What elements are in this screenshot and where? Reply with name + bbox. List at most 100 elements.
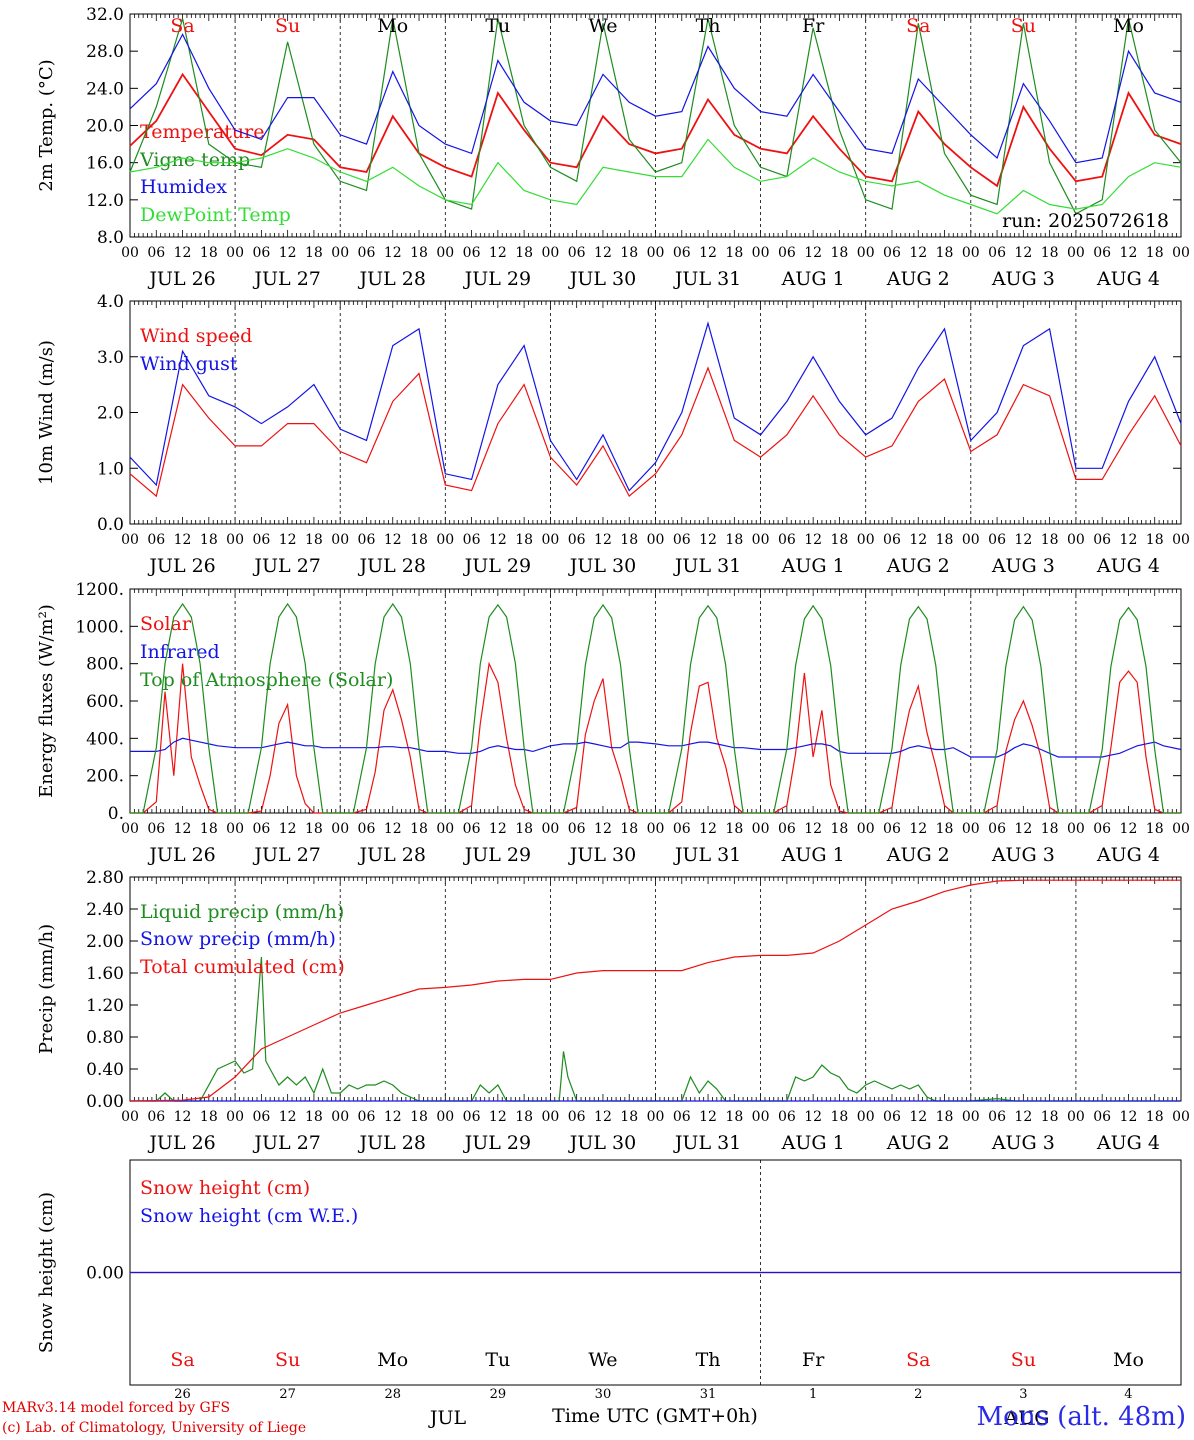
- y-tick-label: 2.80: [86, 868, 124, 888]
- x-hour-label: 06: [147, 1109, 165, 1125]
- x-hour-label: 18: [620, 532, 638, 548]
- x-day-label: JUL 29: [463, 844, 531, 866]
- x-hour-label: 18: [936, 245, 954, 261]
- x-hour-label: 00: [1067, 532, 1085, 548]
- series-dewpoint-temp: [129, 138, 1182, 215]
- x-day-label: AUG 4: [1096, 1132, 1160, 1154]
- run-annotation: run: 2025072618: [1002, 210, 1169, 232]
- panel-wind: 0.0 1.0 2.0 3.0 4.0 10m Wind (m/s) 00 06 12 18 JUL…: [36, 292, 1190, 577]
- x-hour-label: 12: [804, 245, 822, 261]
- x-day-label: JUL 29: [463, 1132, 531, 1154]
- hour-ticks: [129, 301, 1182, 524]
- panel-temperature: 8.0 12.0 16.0 20.0 24.0 28.0 32.0 2m Temp. (°C)…: [36, 5, 1190, 290]
- x-hour-label: 12: [489, 1109, 507, 1125]
- x-hour-label: 12: [174, 532, 192, 548]
- x-hour-label: 12: [804, 821, 822, 837]
- x-hour-label: 12: [1014, 821, 1032, 837]
- x-hour-label: 06: [568, 1109, 586, 1125]
- x-hour-label: 18: [410, 821, 428, 837]
- x-hour-label: 00: [1172, 532, 1190, 548]
- x-hour-label: 06: [988, 532, 1006, 548]
- legend-entry: Wind gust: [140, 353, 238, 375]
- x-hour-label: 12: [594, 1109, 612, 1125]
- day-number: 4: [1124, 1387, 1132, 1402]
- series-vigne-temp: [129, 18, 1182, 215]
- legend-entry: Total cumulated (cm): [140, 956, 345, 978]
- x-hour-label: 06: [673, 1109, 691, 1125]
- weekday-label: Sa: [170, 1349, 194, 1371]
- y-tick-label: 600.: [86, 692, 124, 712]
- x-hour-label: 18: [1146, 1109, 1164, 1125]
- x-day-label: JUL 26: [147, 268, 215, 290]
- plot-frame: [129, 300, 1182, 525]
- series-wind-gust: [129, 321, 1182, 492]
- x-hour-label: 18: [410, 245, 428, 261]
- x-hour-label: 06: [778, 245, 796, 261]
- day-number: 27: [279, 1387, 296, 1402]
- x-day-label: AUG 2: [886, 1132, 950, 1154]
- x-hour-label: 12: [174, 821, 192, 837]
- x-hour-label: 12: [594, 245, 612, 261]
- x-hour-label: 06: [883, 821, 901, 837]
- x-hour-label: 18: [936, 821, 954, 837]
- y-tick-label: 1000.: [75, 617, 124, 637]
- weekday-label: Tu: [485, 15, 510, 37]
- x-hour-label: 18: [936, 532, 954, 548]
- x-hour-label: 06: [252, 532, 270, 548]
- x-hour-label: 06: [673, 532, 691, 548]
- y-tick-label: 200.: [86, 767, 124, 787]
- day-number: 31: [700, 1387, 717, 1402]
- y-tick-label: 0.00: [86, 1264, 124, 1284]
- x-hour-label: 00: [226, 245, 244, 261]
- y-tick-label: 28.0: [86, 42, 124, 62]
- x-hour-label: 12: [699, 821, 717, 837]
- x-day-label: JUL 27: [252, 555, 320, 577]
- x-hour-label: 12: [1014, 245, 1032, 261]
- x-day-label: JUL 30: [568, 1132, 636, 1154]
- y-tick-label: 800.: [86, 655, 124, 675]
- station-name: Mons (alt. 48m): [976, 1402, 1186, 1432]
- x-hour-label: 06: [883, 245, 901, 261]
- y-tick-label: 2.00: [86, 932, 124, 952]
- legend-entry: Snow height (cm): [140, 1177, 310, 1199]
- weekday-label: Tu: [485, 1349, 510, 1371]
- x-hour-label: 00: [436, 821, 454, 837]
- x-hour-label: 00: [331, 1109, 349, 1125]
- x-hour-label: 12: [279, 821, 297, 837]
- x-day-label: AUG 3: [991, 1132, 1055, 1154]
- y-axis-label: Precip (mm/h): [36, 924, 57, 1054]
- series-infrared: [130, 737, 1182, 758]
- x-hour-label: 06: [568, 532, 586, 548]
- x-hour-label: 18: [831, 532, 849, 548]
- day-number: 2: [914, 1387, 922, 1402]
- series-humidex: [129, 33, 1182, 164]
- y-tick-label: 1.20: [86, 996, 124, 1016]
- x-hour-label: 06: [252, 1109, 270, 1125]
- x-hour-label: 18: [305, 1109, 323, 1125]
- legend-entry: Snow height (cm W.E.): [140, 1205, 358, 1227]
- x-hour-label: 18: [1041, 1109, 1059, 1125]
- x-hour-label: 00: [541, 1109, 559, 1125]
- x-hour-label: 18: [831, 1109, 849, 1125]
- x-hour-label: 00: [857, 532, 875, 548]
- series-temperature: [129, 72, 1182, 188]
- x-hour-label: 18: [305, 245, 323, 261]
- y-axis-label: Snow height (cm): [36, 1192, 57, 1353]
- x-hour-label: 00: [541, 245, 559, 261]
- x-hour-label: 00: [647, 1109, 665, 1125]
- x-hour-label: 12: [699, 1109, 717, 1125]
- x-hour-label: 18: [515, 245, 533, 261]
- x-day-label: JUL 31: [673, 844, 741, 866]
- x-hour-label: 18: [831, 821, 849, 837]
- x-hour-label: 00: [752, 532, 770, 548]
- y-tick-label: 2.0: [97, 404, 124, 424]
- x-hour-label: 06: [1093, 821, 1111, 837]
- x-day-label: JUL 31: [673, 268, 741, 290]
- x-hour-label: 18: [725, 821, 743, 837]
- x-hour-label: 18: [1041, 821, 1059, 837]
- x-hour-label: 12: [1120, 1109, 1138, 1125]
- x-hour-label: 18: [620, 1109, 638, 1125]
- x-hour-label: 18: [1146, 821, 1164, 837]
- weekday-label: Mo: [377, 15, 408, 37]
- y-tick-label: 8.0: [97, 228, 124, 248]
